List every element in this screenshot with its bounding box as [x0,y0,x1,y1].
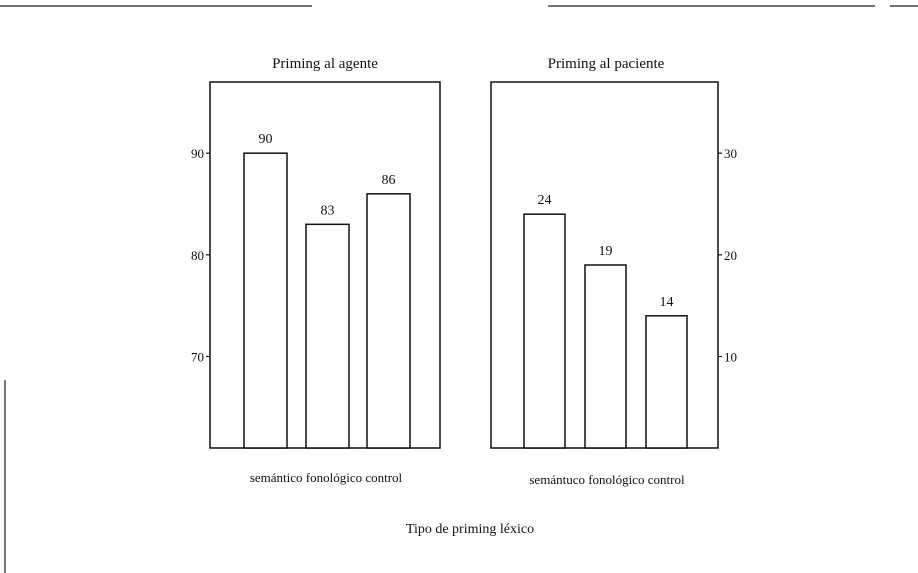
bar-group: 90 83 86 [243,132,411,449]
y-tick-label: 90 [191,146,204,161]
bar-fonológico [584,264,627,449]
x-tick-labels: semántuco fonológico control [529,472,685,487]
y-axis-right: 10 20 30 [718,146,737,365]
panel-priming-paciente: Priming al paciente 10 20 30 24 19 14 semánt… [490,56,737,487]
y-axis-left: 70 80 90 [191,146,210,365]
y-tick-label: 20 [724,248,737,263]
bar-control [645,315,688,449]
bar-semántico [523,213,566,449]
y-tick-label: 80 [191,248,204,263]
x-tick-labels: semántico fonológico control [250,470,403,485]
y-tick-label: 30 [724,146,737,161]
bar-value-label: 86 [382,173,396,188]
bar-value-label: 19 [599,244,613,259]
bar-value-label: 83 [321,203,335,218]
bar-semántico [243,152,288,449]
panel-priming-agente: Priming al agente 70 80 90 90 83 86 semántic… [191,56,441,485]
y-tick-label: 10 [724,350,737,365]
panel-title: Priming al paciente [548,56,665,72]
bar-value-label: 24 [538,193,552,208]
bar-value-label: 90 [259,132,273,147]
bar-group: 24 19 14 [523,193,688,449]
y-tick-label: 70 [191,350,204,365]
bar-value-label: 14 [660,295,674,310]
panel-title: Priming al agente [272,56,378,72]
x-axis-title: Tipo de priming léxico [406,522,534,537]
bar-fonológico [305,223,350,449]
bar-control [366,193,411,449]
